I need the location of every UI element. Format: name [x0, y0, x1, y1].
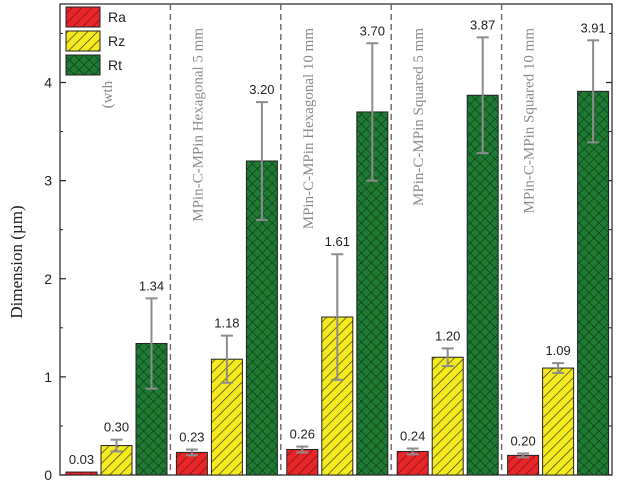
group-label-line: MPin-C-MPin Squared 5 mm	[411, 28, 427, 206]
error-bars	[110, 36, 600, 459]
value-label-rz: 1.09	[545, 343, 570, 358]
bar-rz	[542, 367, 575, 476]
y-tick-label: 3	[44, 173, 52, 189]
bar-rz	[431, 356, 464, 476]
legend-swatch-rz	[65, 30, 101, 52]
group-label-line: MPin-C-MPin Hexagonal 5 mm	[190, 28, 206, 222]
value-label-rt: 1.34	[139, 278, 164, 293]
group-label-line: MPin-C-MPin Hexagonal 10 mm	[301, 28, 317, 230]
legend-label-ra: Ra	[108, 9, 126, 25]
value-label-ra: 0.03	[69, 452, 94, 467]
group-label: MPin-C-MPin Hexagonal 10 mm	[301, 28, 317, 230]
value-label-rz: 0.30	[104, 420, 129, 435]
value-label-rt: 3.87	[470, 17, 495, 32]
group-label: MPin-C-MPin Squared 10 mm	[522, 28, 538, 214]
value-label-ra: 0.26	[290, 427, 315, 442]
legend-label-rz: Rz	[108, 33, 125, 49]
bar-rz	[210, 358, 243, 476]
group-separators	[169, 4, 503, 475]
y-tick-label: 1	[44, 369, 52, 385]
legend-swatch-rt	[65, 54, 101, 76]
value-label-ra: 0.24	[400, 429, 425, 444]
y-axis-label: Dimension (µm)	[7, 205, 26, 318]
group-label-line: MPin-C-MPin Squared 10 mm	[522, 28, 538, 214]
bar-rt	[466, 94, 499, 476]
value-label-ra: 0.20	[510, 433, 535, 448]
y-tick-label: 2	[44, 271, 52, 287]
group-label: MPin-C-MPin Hexagonal 5 mm	[190, 28, 206, 222]
value-label-rt: 3.70	[360, 23, 385, 38]
bar-rt	[577, 90, 610, 476]
value-label-ra: 0.23	[179, 429, 204, 444]
y-tick-label: 0	[44, 467, 52, 482]
legend: Ra Rz Rt	[65, 6, 145, 80]
y-tick-label: 4	[44, 75, 52, 91]
value-label-rz: 1.20	[435, 328, 460, 343]
legend-swatch-ra	[65, 6, 101, 28]
value-label-rz: 1.61	[325, 234, 350, 249]
bars	[65, 90, 610, 476]
value-label-rt: 3.20	[249, 82, 274, 97]
value-label-rt: 3.91	[580, 20, 605, 35]
group-label: MPin-C-MPin Squared 5 mm	[411, 28, 427, 206]
bar-ra	[286, 448, 319, 476]
legend-label-rt: Rt	[108, 57, 122, 73]
value-label-rz: 1.18	[214, 316, 239, 331]
bar-ra	[65, 471, 98, 476]
bar-rz	[100, 445, 133, 476]
value-labels: 0.03 0.30 1.34 0.23 1.18 3.20 0.26 1.61 3.70 0.24…	[69, 17, 606, 467]
